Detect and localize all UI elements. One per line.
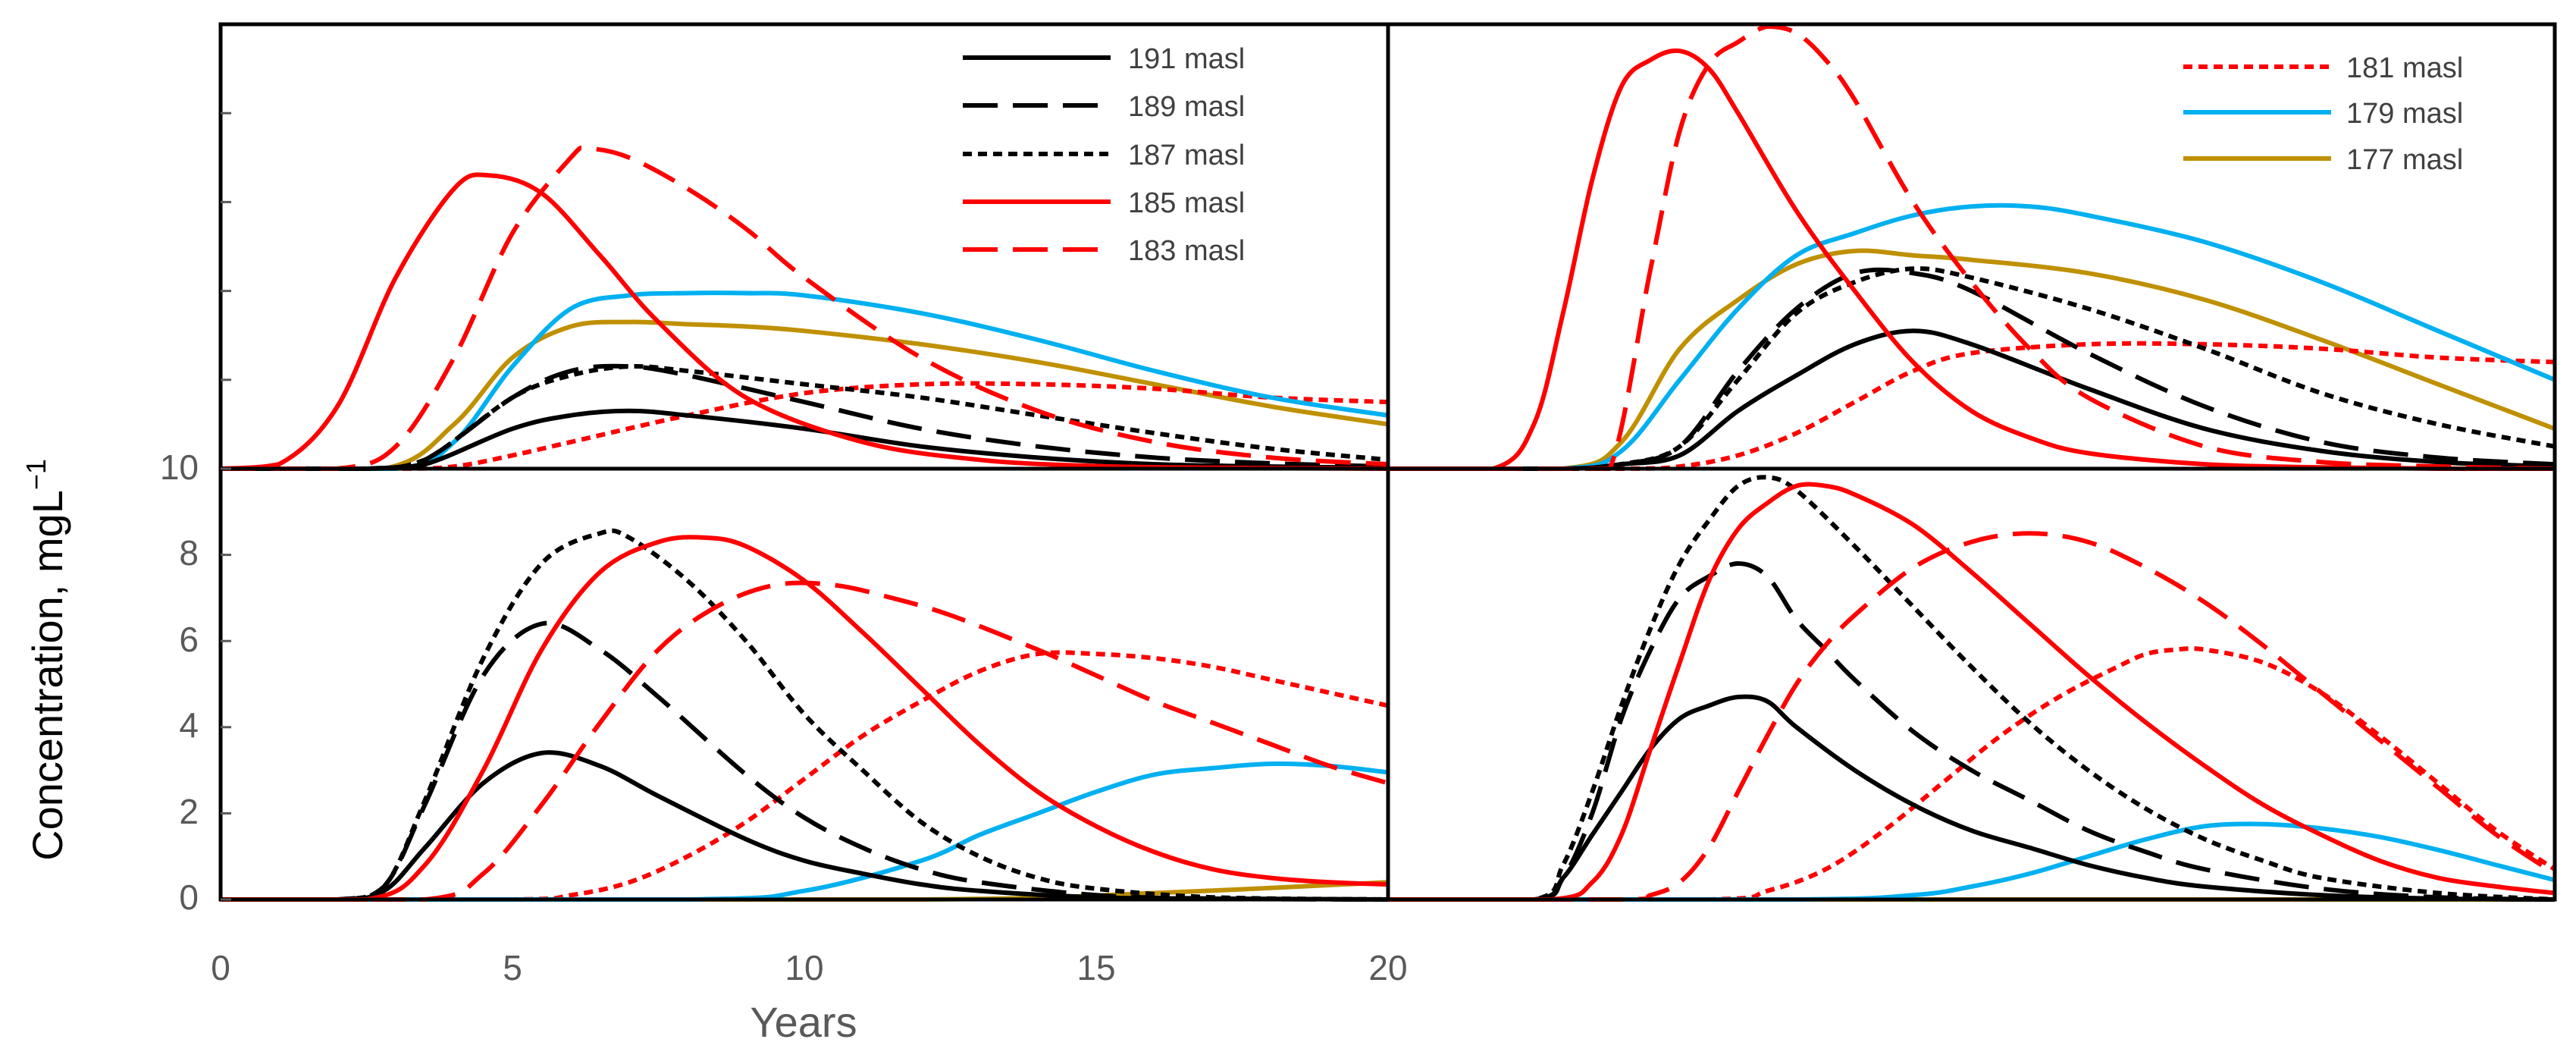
series-line-189-top-right <box>1388 267 2556 471</box>
series-line-189-bottom-left <box>221 620 1389 903</box>
y-tick-label: 6 <box>179 620 199 659</box>
x-tick-label: 15 <box>1076 948 1115 987</box>
series-line-183-bottom-right <box>1388 531 2556 903</box>
plot-panels <box>218 22 2557 903</box>
series-line-187-bottom-left <box>221 528 1389 903</box>
series-line-191-bottom-left <box>221 750 1389 903</box>
legend-label-177: 177 masl <box>2346 144 2463 176</box>
panel-frames <box>218 22 2557 902</box>
legend-label-185: 185 masl <box>1128 187 1245 219</box>
series-line-187-top-left <box>221 364 1389 472</box>
y-tick-label: 0 <box>179 877 199 917</box>
legend-label-189: 189 masl <box>1128 91 1245 123</box>
series-line-191-bottom-right <box>1388 694 2556 903</box>
series-line-187-top-right <box>1388 266 2556 471</box>
series-line-189-bottom-right <box>1388 561 2556 903</box>
panel-bottom-right <box>1388 475 2556 903</box>
y-tick-label: 4 <box>179 705 199 745</box>
legend-label-183: 183 masl <box>1128 235 1245 267</box>
series-line-185-bottom-right <box>1388 482 2556 903</box>
y-tick-label: 8 <box>179 533 199 573</box>
series-line-181-bottom-right <box>1388 646 2556 903</box>
series-line-183-bottom-left <box>221 580 1389 903</box>
legend-label-191: 191 masl <box>1128 43 1245 75</box>
panel-bottom-left <box>221 528 1389 903</box>
series-line-185-top-left <box>220 172 1389 471</box>
series-line-179-top-right <box>1388 202 2556 471</box>
legend-right: 181 masl 179 masl 177 masl <box>2183 52 2463 176</box>
series-line-191-top-left <box>221 408 1389 472</box>
series-line-185-top-right <box>1388 48 2555 472</box>
series-line-177-top-right <box>1388 248 2556 471</box>
y-tick-label: 10 <box>160 447 199 487</box>
series-line-179-top-left <box>221 290 1389 471</box>
series-line-187-bottom-right <box>1388 475 2556 903</box>
panel-top-right <box>1388 24 2556 472</box>
y-tick-labels: 0 2 4 6 8 10 <box>160 447 199 917</box>
legend-label-181: 181 masl <box>2346 52 2463 84</box>
y-axis-title: Concentration, mgL−1 <box>20 459 71 861</box>
x-tick-label: 5 <box>503 948 522 987</box>
y-tick-label: 2 <box>179 792 199 831</box>
legend-label-187: 187 masl <box>1128 140 1245 171</box>
x-tick-label: 10 <box>785 948 823 987</box>
legend-left: 191 masl 189 masl 187 masl 185 masl 183 … <box>963 43 1245 267</box>
x-axis-title: Years <box>750 998 857 1046</box>
series-line-185-bottom-left <box>221 535 1389 903</box>
y-axis-title-text: Concentration, mgL <box>24 490 71 861</box>
x-tick-labels: 0 5 10 15 20 <box>211 948 1407 987</box>
series-line-189-top-left <box>221 363 1389 472</box>
x-tick-label: 0 <box>211 948 230 987</box>
series-line-183-top-right <box>1388 24 2556 471</box>
y-axis-title-unit-exponent: −1 <box>20 459 52 490</box>
x-tick-label: 20 <box>1368 948 1407 987</box>
legend-label-179: 179 masl <box>2346 98 2463 130</box>
series-line-183-top-left <box>221 145 1389 472</box>
series-line-177-top-left <box>221 319 1389 472</box>
panel-top-left <box>220 145 1389 472</box>
axes <box>221 111 231 901</box>
series-line-181-bottom-left <box>221 650 1389 903</box>
